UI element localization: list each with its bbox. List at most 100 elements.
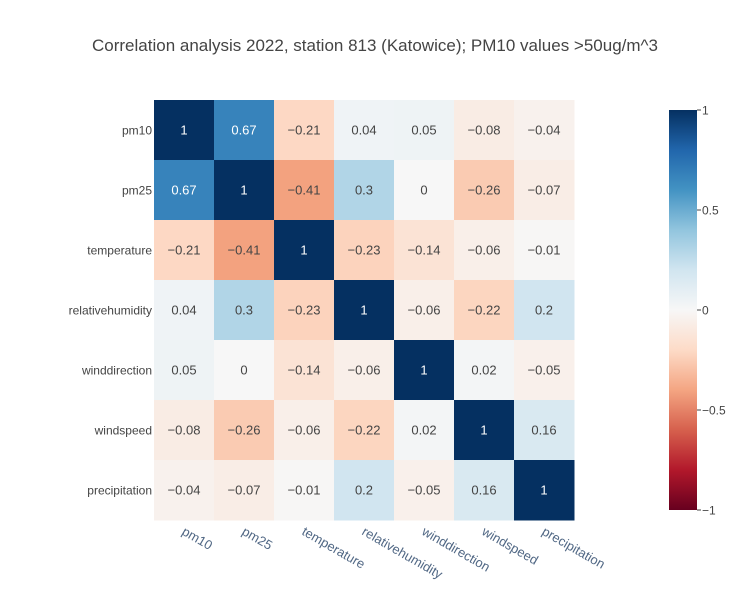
cell-label-temperature-temperature: 1: [300, 243, 307, 258]
cell-label-pm25-pm10: 0.67: [171, 183, 196, 198]
cell-label-pm25-winddirection: 0: [420, 183, 427, 198]
cell-label-pm25-precipitation: −0.07: [528, 183, 561, 198]
heatmap-cell-windspeed-pm10: [154, 400, 215, 461]
colorbar-ticks: 1 0.5 0 −0.5 −1: [697, 104, 726, 518]
heatmap-cell-pm25-windspeed: [454, 160, 515, 221]
heatmap-cell-pm25-precipitation: [514, 160, 575, 221]
heatmap-cell-temperature-pm10: [154, 220, 215, 281]
y-tick-label-pm10: pm10: [122, 124, 152, 138]
colorbar: [669, 110, 697, 510]
heatmap-cell-windspeed-relativehumidity: [334, 400, 395, 461]
cell-label-temperature-precipitation: −0.01: [528, 243, 561, 258]
x-tick-label-pm10: pm10: [180, 524, 216, 553]
cell-label-winddirection-pm25: 0: [240, 363, 247, 378]
heatmap-cell-pm25-pm25: [214, 160, 275, 221]
cell-label-temperature-pm25: −0.41: [228, 243, 261, 258]
y-tick-label-precipitation: precipitation: [87, 484, 152, 498]
cell-label-pm10-windspeed: −0.08: [468, 123, 501, 138]
heatmap-cell-winddirection-precipitation: [514, 340, 575, 401]
y-tick-label-relativehumidity: relativehumidity: [69, 304, 152, 318]
x-tick-label-pm25: pm25: [240, 524, 276, 553]
cell-label-winddirection-precipitation: −0.05: [528, 363, 561, 378]
cell-label-pm10-pm10: 1: [180, 123, 187, 138]
heatmap-cell-precipitation-pm10: [154, 460, 215, 521]
cell-label-winddirection-relativehumidity: −0.06: [348, 363, 381, 378]
heatmap-cell-pm10-pm10: [154, 100, 215, 161]
cell-label-precipitation-pm25: −0.07: [228, 483, 261, 498]
heatmap-cell-winddirection-pm10: [154, 340, 215, 401]
x-tick-label-temperature: temperature: [300, 524, 368, 572]
heatmap-cell-precipitation-precipitation: [514, 460, 575, 521]
heatmap-cell-winddirection-relativehumidity: [334, 340, 395, 401]
heatmap-cell-windspeed-temperature: [274, 400, 335, 461]
heatmap-cell-pm10-pm25: [214, 100, 275, 161]
cell-label-pm10-temperature: −0.21: [288, 123, 321, 138]
colorbar-tick-label: −0.5: [702, 404, 726, 418]
heatmap-cell-winddirection-temperature: [274, 340, 335, 401]
heatmap-cell-pm10-precipitation: [514, 100, 575, 161]
cell-label-precipitation-precipitation: 1: [540, 483, 547, 498]
x-axis: pm10 pm25 temperaturerelativehumiditywindd…: [180, 523, 608, 582]
cell-label-windspeed-pm10: −0.08: [168, 423, 201, 438]
cell-label-precipitation-winddirection: −0.05: [408, 483, 441, 498]
heatmap-cell-pm25-relativehumidity: [334, 160, 395, 221]
cell-label-windspeed-pm25: −0.26: [228, 423, 261, 438]
chart-title: Correlation analysis 2022, station 813 (…: [92, 36, 658, 55]
cell-label-pm10-pm25: 0.67: [231, 123, 256, 138]
heatmap-cell-pm25-pm10: [154, 160, 215, 221]
colorbar-tick-label: 1: [702, 104, 709, 118]
cell-label-relativehumidity-windspeed: −0.22: [468, 303, 501, 318]
y-tick-label-windspeed: windspeed: [94, 424, 152, 438]
heatmap-cell-windspeed-pm25: [214, 400, 275, 461]
heatmap-cell-relativehumidity-pm10: [154, 280, 215, 341]
heatmap-cell-precipitation-pm25: [214, 460, 275, 521]
colorbar-tick-label: −1: [702, 504, 716, 518]
cell-label-precipitation-relativehumidity: 0.2: [355, 483, 373, 498]
cell-label-pm10-relativehumidity: 0.04: [351, 123, 376, 138]
cell-label-pm10-winddirection: 0.05: [411, 123, 436, 138]
heatmap-cell-precipitation-relativehumidity: [334, 460, 395, 521]
cell-label-windspeed-temperature: −0.06: [288, 423, 321, 438]
cell-label-temperature-pm10: −0.21: [168, 243, 201, 258]
heatmap-cell-winddirection-pm25: [214, 340, 275, 401]
cell-label-winddirection-windspeed: 0.02: [471, 363, 496, 378]
cell-label-pm25-relativehumidity: 0.3: [355, 183, 373, 198]
cell-label-precipitation-windspeed: 0.16: [471, 483, 496, 498]
heatmap-cell-relativehumidity-windspeed: [454, 280, 515, 341]
heatmap-cell-temperature-precipitation: [514, 220, 575, 281]
cell-label-windspeed-windspeed: 1: [480, 423, 487, 438]
cell-label-relativehumidity-precipitation: 0.2: [535, 303, 553, 318]
y-tick-label-winddirection: winddirection: [81, 364, 152, 378]
heatmap-cell-pm10-winddirection: [394, 100, 455, 161]
heatmap-cell-pm25-winddirection: [394, 160, 455, 221]
heatmap-cell-windspeed-precipitation: [514, 400, 575, 461]
x-tick-label-precipitation: precipitation: [540, 524, 608, 572]
heatmap-cell-winddirection-winddirection: [394, 340, 455, 401]
cell-label-pm25-temperature: −0.41: [288, 183, 321, 198]
colorbar-tick-label: 0.5: [702, 204, 719, 218]
heatmap-cell-pm10-relativehumidity: [334, 100, 395, 161]
y-tick-label-temperature: temperature: [87, 244, 152, 258]
cell-label-relativehumidity-temperature: −0.23: [288, 303, 321, 318]
heatmap-cell-winddirection-windspeed: [454, 340, 515, 401]
heatmap-cell-temperature-temperature: [274, 220, 335, 281]
heatmap-cell-temperature-winddirection: [394, 220, 455, 281]
heatmap-cell-relativehumidity-relativehumidity: [334, 280, 395, 341]
cell-label-windspeed-relativehumidity: −0.22: [348, 423, 381, 438]
heatmap-cell-precipitation-temperature: [274, 460, 335, 521]
colorbar-tick-label: 0: [702, 304, 709, 318]
cell-label-temperature-windspeed: −0.06: [468, 243, 501, 258]
heatmap-cell-relativehumidity-temperature: [274, 280, 335, 341]
cell-label-relativehumidity-winddirection: −0.06: [408, 303, 441, 318]
heatmap-cell-precipitation-winddirection: [394, 460, 455, 521]
cell-label-precipitation-temperature: −0.01: [288, 483, 321, 498]
cell-label-windspeed-winddirection: 0.02: [411, 423, 436, 438]
heatmap-cell-relativehumidity-winddirection: [394, 280, 455, 341]
heatmap-cell-relativehumidity-pm25: [214, 280, 275, 341]
heatmap-cell-temperature-relativehumidity: [334, 220, 395, 281]
cell-label-pm10-precipitation: −0.04: [528, 123, 561, 138]
heatmap-cell-temperature-windspeed: [454, 220, 515, 281]
heatmap-cell-windspeed-winddirection: [394, 400, 455, 461]
